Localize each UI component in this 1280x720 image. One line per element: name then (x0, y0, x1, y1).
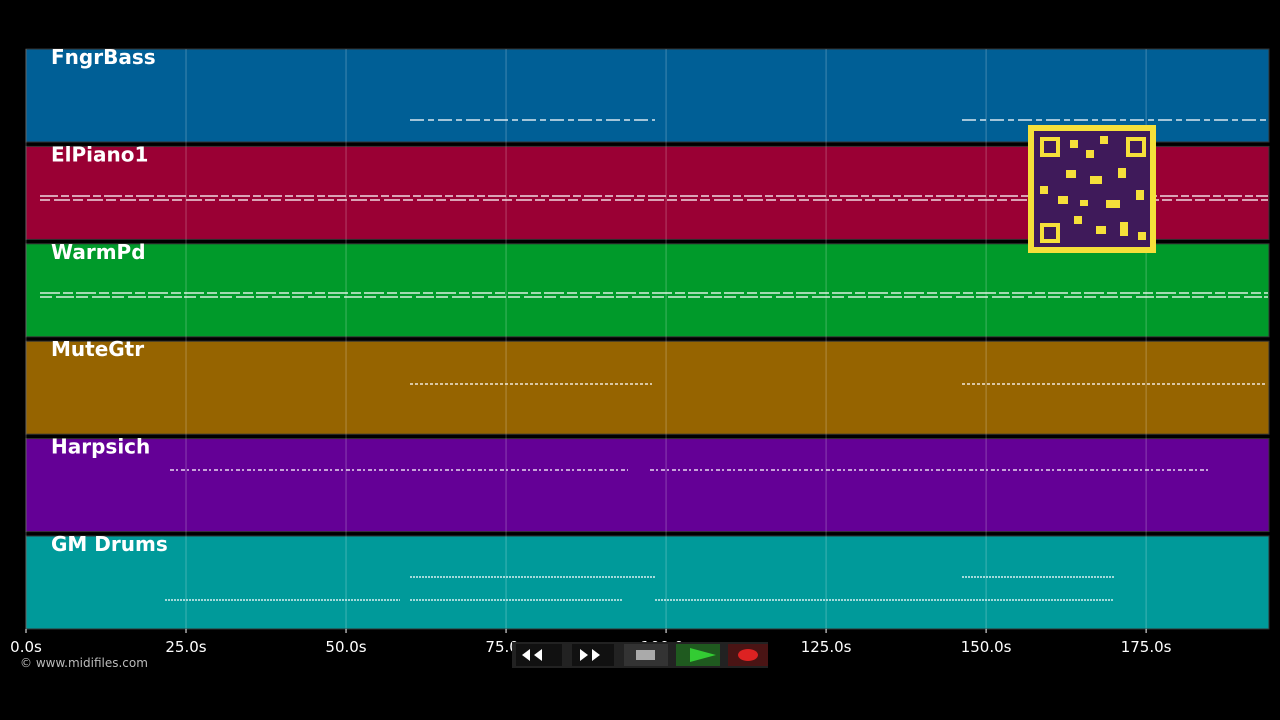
tick-label: 125.0s (801, 638, 852, 656)
stop-button[interactable] (624, 644, 668, 666)
rewind-button[interactable] (516, 644, 562, 666)
track-name: MuteGtr (51, 337, 144, 361)
tick-label: 0.0s (10, 638, 42, 656)
fast-forward-button[interactable] (572, 644, 614, 666)
credit: © www.midifiles.com (20, 656, 148, 670)
note-patterns (40, 119, 1268, 601)
play-button[interactable] (676, 644, 720, 666)
track-lane (25, 243, 1270, 338)
record-button[interactable] (728, 644, 768, 666)
track-lane (25, 340, 1270, 435)
tick-label: 175.0s (1121, 638, 1172, 656)
tick-label: 150.0s (961, 638, 1012, 656)
track-name: FngrBass (51, 45, 156, 69)
tick-label: 50.0s (325, 638, 366, 656)
qr-code (1028, 125, 1156, 253)
track-name: ElPiano1 (51, 142, 148, 166)
playback-controls (512, 642, 768, 668)
grid (25, 49, 1147, 629)
track-name: GM Drums (51, 532, 168, 556)
track-name: WarmPd (51, 240, 146, 264)
track-name: Harpsich (51, 435, 150, 459)
tick-label: 25.0s (165, 638, 206, 656)
track-lane (25, 438, 1270, 533)
track-lane (25, 535, 1270, 630)
